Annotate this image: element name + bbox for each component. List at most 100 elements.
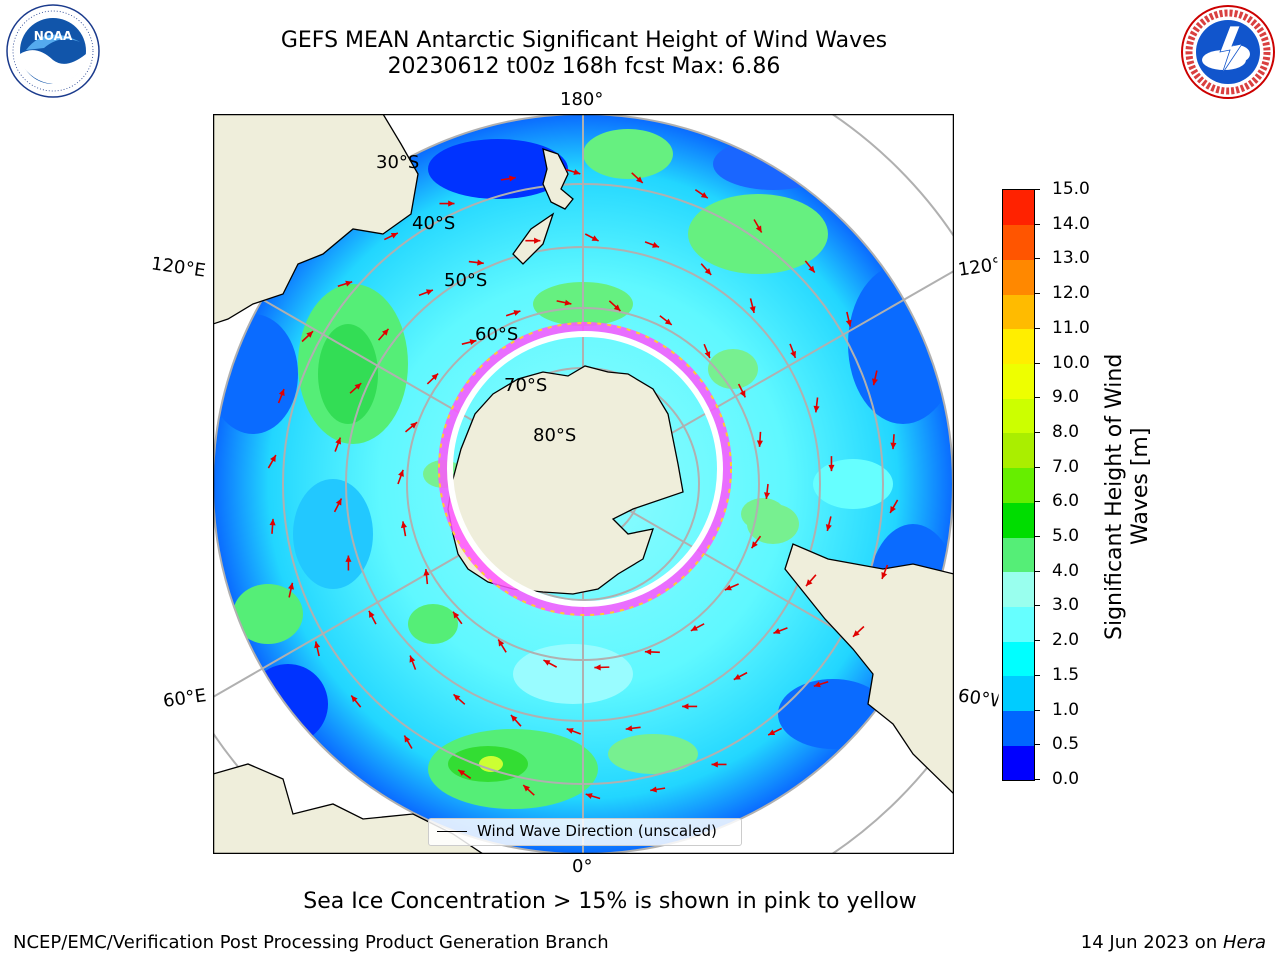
colorbar-band (1003, 675, 1034, 712)
wave-direction-arrowhead (458, 769, 466, 776)
wave-direction-arrowhead (790, 350, 796, 358)
lat-label-30s: 30°S (376, 152, 420, 173)
wave-direction-arrowhead (764, 492, 771, 499)
wave-direction-arrowhead (431, 373, 439, 381)
colorbar-tick-mark (1034, 744, 1040, 746)
colorbar-tick-mark (1034, 605, 1040, 607)
colorbar-band (1003, 745, 1034, 781)
wave-direction-arrowhead (594, 664, 601, 671)
wave-direction-arrowhead (755, 225, 762, 233)
wave-direction-arrowhead (825, 524, 832, 531)
colorbar-band (1003, 571, 1034, 607)
colorbar-band (1003, 328, 1034, 365)
wave-direction-arrowhead (351, 695, 358, 703)
colorbar-band (1003, 502, 1034, 538)
wave-direction-arrowhead (613, 304, 621, 311)
wave-direction-arrowhead (813, 405, 820, 413)
colorbar-tick-label: 0.5 (1052, 734, 1080, 755)
wave-direction-arrowhead (509, 175, 516, 182)
wave-direction-arrowhead (354, 383, 362, 390)
wave-direction-arrowhead (270, 455, 276, 463)
generation-date: 14 Jun 2023 on Hera (1080, 932, 1266, 953)
wave-direction-arrowhead (585, 793, 593, 799)
colorbar-band (1003, 641, 1034, 677)
colorbar-tick-mark (1034, 362, 1040, 364)
nws-logo (1180, 4, 1276, 100)
colorbar-tick-mark (1034, 327, 1040, 329)
wave-direction-arrowhead (448, 200, 455, 207)
wave-direction-arrowhead (335, 437, 342, 445)
colorbar-tick-label: 12.0 (1052, 283, 1090, 304)
colorbar-band (1003, 432, 1034, 469)
wave-direction-arrowhead (682, 703, 689, 710)
colorbar-tick-label: 14.0 (1052, 213, 1090, 234)
colorbar-tick-label: 2.0 (1052, 630, 1080, 651)
wave-direction-arrowhead (652, 242, 660, 248)
wave-direction-arrowhead (852, 630, 860, 637)
colorbar-tick-mark (1034, 779, 1040, 780)
lon-label-180: 180° (560, 89, 604, 110)
colorbar-band (1003, 710, 1034, 746)
wave-direction-arrowhead (773, 628, 781, 634)
colorbar-tick-label: 13.0 (1052, 248, 1090, 269)
colorbar-tick-label: 4.0 (1052, 560, 1080, 581)
colorbar-tick-label: 8.0 (1052, 421, 1080, 442)
map-title-line2: 20230612 t00z 168h fcst Max: 6.86 (387, 54, 781, 79)
colorbar-tick-mark (1034, 223, 1040, 225)
wave-direction-arrowhead (409, 655, 416, 663)
wave-direction-arrowhead (534, 237, 541, 244)
credit-line: NCEP/EMC/Verification Post Processing Pr… (13, 932, 609, 953)
wave-direction-arrowhead (404, 735, 411, 743)
colorbar-band (1003, 259, 1034, 295)
colorbar-tick-label: 6.0 (1052, 491, 1080, 512)
wave-direction-arrowhead (410, 422, 418, 429)
wave-direction-arrowhead (711, 761, 718, 768)
colorbar-tick-mark (1034, 431, 1040, 433)
colorbar-tick-label: 3.0 (1052, 595, 1080, 616)
colorbar-title-line2: Waves [m] (1128, 427, 1153, 545)
wave-direction-arrowhead (288, 582, 295, 590)
colorbar-tick-label: 11.0 (1052, 317, 1090, 338)
colorbar-tick-mark (1034, 189, 1040, 190)
colorbar-tick-mark (1034, 536, 1040, 538)
wave-direction-arrowhead (314, 641, 321, 649)
colorbar-tick-label: 1.0 (1052, 699, 1080, 720)
colorbar-band (1003, 294, 1034, 330)
colorbar-tick-mark (1034, 570, 1040, 572)
wave-direction-arrowhead (390, 232, 398, 239)
wave-direction-arrowhead (890, 505, 896, 513)
colorbar-tick-label: 15.0 (1052, 179, 1090, 199)
wave-direction-arrowhead (768, 729, 776, 736)
noaa-logo: NOAA (6, 4, 100, 98)
wave-direction-arrowhead (756, 440, 763, 447)
colorbar-title-line1: Significant Height of Wind (1102, 353, 1127, 640)
wave-direction-arrowhead (828, 464, 835, 472)
colorbar-tick-mark (1034, 501, 1040, 503)
colorbar-tick-label: 10.0 (1052, 352, 1090, 373)
wave-direction-arrowhead (423, 569, 430, 576)
colorbar-band (1003, 537, 1034, 573)
colorbar-band (1003, 363, 1034, 399)
wave-direction-arrowhead (625, 725, 633, 732)
colorbar-tick-mark (1034, 397, 1040, 399)
wave-direction-arrowhead (453, 694, 461, 701)
wave-direction-arrowhead (808, 265, 815, 273)
legend-label: Wind Wave Direction (unscaled) (477, 822, 717, 840)
wave-direction-arrowhead (278, 389, 285, 397)
lat-label-40s: 40°S (412, 213, 456, 234)
wave-direction-arrowhead (510, 714, 518, 722)
lat-label-50s: 50°S (444, 270, 488, 291)
wave-direction-arrowhead (345, 280, 353, 287)
colorbar-tick-mark (1034, 674, 1040, 676)
wave-direction-arrowhead (564, 299, 572, 306)
wave-direction-arrowhead (477, 259, 484, 266)
sea-ice-edge (438, 322, 732, 616)
wave-direction-arrowhead (269, 518, 276, 526)
lon-label-120e: 120°E (149, 253, 207, 282)
colorbar-tick-label: 0.0 (1052, 769, 1080, 789)
wave-direction-arrowhead (591, 235, 599, 241)
wave-direction-arrowhead (751, 541, 758, 549)
wave-direction-arrowhead (724, 584, 732, 591)
wave-direction-arrowhead (636, 176, 643, 183)
wave-direction-arrowhead (469, 339, 477, 346)
